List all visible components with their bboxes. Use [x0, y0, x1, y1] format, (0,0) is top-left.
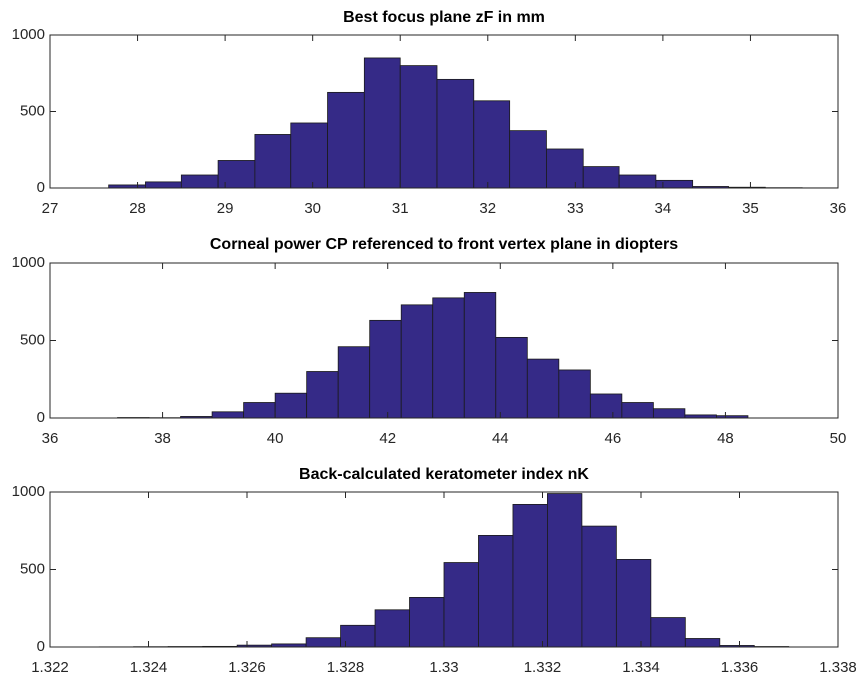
x-tick-label: 50: [830, 430, 847, 447]
bar: [145, 181, 182, 189]
x-tick-label: 32: [479, 200, 496, 217]
bar: [363, 57, 401, 189]
x-tick-label: 28: [129, 200, 146, 217]
y-tick-label: 0: [37, 409, 45, 426]
bar: [369, 319, 402, 419]
bar: [399, 65, 438, 189]
x-tick-label: 30: [304, 200, 321, 217]
y-tick-label: 0: [37, 638, 45, 655]
x-tick-label: 1.33: [429, 659, 458, 676]
bar: [243, 402, 276, 419]
x-tick-label: 42: [379, 430, 396, 447]
chart-title: Back-calculated keratometer index nK: [299, 466, 589, 483]
bar: [655, 179, 694, 189]
x-tick-label: 33: [567, 200, 584, 217]
bar: [558, 369, 591, 419]
x-tick-label: 1.338: [819, 659, 857, 676]
bar: [254, 134, 292, 189]
chart-title: Best focus plane zF in mm: [343, 9, 545, 26]
bar: [436, 78, 475, 189]
x-tick-label: 36: [42, 430, 59, 447]
x-tick-label: 38: [154, 430, 171, 447]
bar: [650, 617, 686, 648]
y-tick-label: 500: [20, 102, 45, 119]
bar: [478, 535, 514, 648]
x-tick-label: 36: [830, 200, 847, 217]
bar: [495, 336, 528, 419]
bar: [512, 503, 548, 648]
x-tick-label: 46: [605, 430, 622, 447]
bar: [463, 292, 497, 419]
bar: [327, 91, 365, 189]
bar: [306, 371, 339, 419]
bar: [274, 392, 308, 419]
y-tick-label: 1000: [12, 26, 45, 43]
bar: [305, 637, 341, 648]
bar: [337, 346, 371, 419]
x-tick-label: 35: [742, 200, 759, 217]
x-tick-label: 44: [492, 430, 509, 447]
bar: [582, 166, 620, 189]
bar: [374, 609, 410, 648]
bar: [217, 160, 256, 189]
bar: [526, 358, 560, 419]
x-tick-label: 1.328: [327, 659, 365, 676]
y-tick-label: 500: [20, 560, 45, 577]
bar: [618, 174, 657, 189]
x-tick-label: 1.332: [524, 659, 562, 676]
bar: [547, 493, 583, 648]
bar: [473, 100, 511, 189]
x-tick-label: 1.336: [721, 659, 759, 676]
chart-title: Corneal power CP referenced to front ver…: [210, 236, 678, 253]
bar: [443, 562, 479, 648]
x-tick-label: 29: [217, 200, 234, 217]
bar: [589, 393, 623, 419]
x-tick-label: 1.326: [228, 659, 266, 676]
x-tick-label: 34: [655, 200, 672, 217]
x-tick-label: 1.322: [31, 659, 69, 676]
x-tick-label: 48: [717, 430, 734, 447]
y-tick-label: 1000: [12, 483, 45, 500]
bar: [432, 297, 465, 419]
bar: [684, 638, 721, 648]
bar: [180, 174, 219, 189]
bar: [509, 130, 547, 189]
bar: [211, 411, 245, 419]
x-tick-label: 40: [267, 430, 284, 447]
bar: [409, 597, 445, 648]
bar: [290, 122, 328, 189]
x-tick-label: 31: [392, 200, 409, 217]
bar: [621, 402, 654, 419]
bar: [546, 148, 584, 189]
y-tick-label: 1000: [12, 254, 45, 271]
x-tick-label: 1.324: [130, 659, 168, 676]
y-tick-label: 500: [20, 331, 45, 348]
bar: [615, 559, 652, 648]
x-tick-label: 1.334: [622, 659, 660, 676]
x-tick-label: 27: [42, 200, 59, 217]
bar: [400, 304, 434, 419]
y-tick-label: 0: [37, 179, 45, 196]
bar: [581, 525, 617, 648]
bar: [652, 408, 686, 419]
